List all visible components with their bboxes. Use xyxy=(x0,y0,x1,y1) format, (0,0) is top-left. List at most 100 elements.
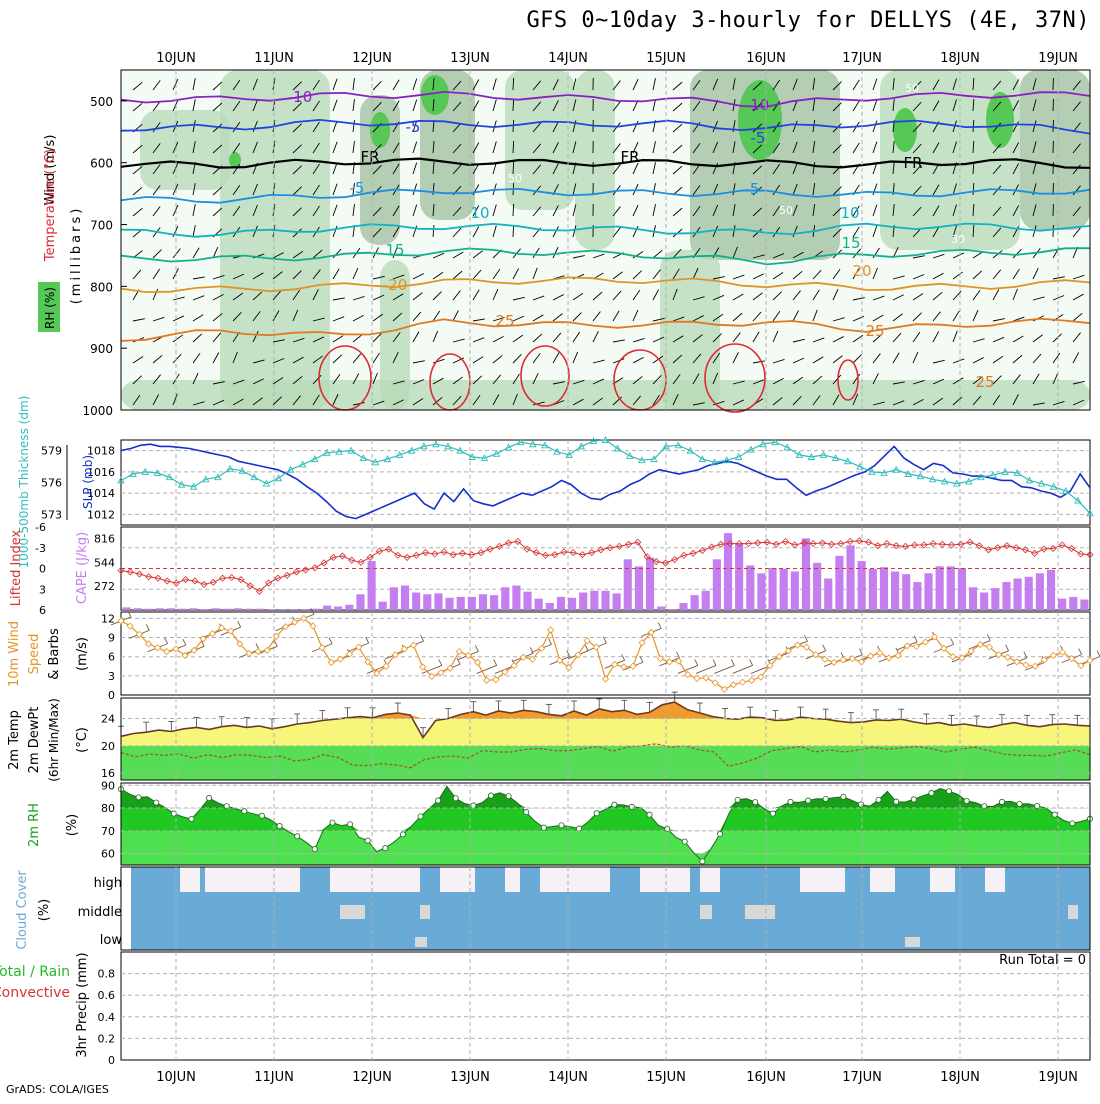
contour-label-11: 15 xyxy=(385,241,404,259)
cape-bar xyxy=(835,556,843,610)
surface-wind-barb-flag xyxy=(804,635,807,641)
ylabel-cape: CAPE (J/kg) xyxy=(75,532,90,604)
cape-bar xyxy=(713,559,721,610)
surface-wind-barb-flag xyxy=(823,645,826,651)
thick-tick-576: 576 xyxy=(41,477,62,490)
cape-bar xyxy=(123,607,131,610)
rh-tick-80: 80 xyxy=(101,802,115,815)
contour-label-13: -20 xyxy=(383,276,408,294)
wind-speed-marker xyxy=(868,653,874,659)
ylabel-2m-dewpt: 2m DewPt xyxy=(27,707,42,774)
rh-marker xyxy=(189,816,194,821)
cape-bar xyxy=(1069,597,1077,610)
rh-marker xyxy=(383,846,388,851)
cloud-high-clear-7 xyxy=(670,867,690,892)
date-label-bottom-6: 16JUN xyxy=(746,1070,786,1085)
date-label-bottom-9: 19JUN xyxy=(1038,1070,1078,1085)
cape-bar xyxy=(200,609,208,610)
wind-speed-marker xyxy=(164,649,170,655)
wind-speed-marker xyxy=(603,676,609,682)
cape-bar xyxy=(189,608,197,610)
wind-speed-marker xyxy=(319,645,325,651)
pressure-tick-800: 800 xyxy=(90,280,113,294)
contour-label-12: 15 xyxy=(841,234,860,252)
rh-contour-label-4: 50 xyxy=(779,204,793,217)
ylabel-convective: Convective xyxy=(0,985,70,1001)
date-label-bottom-8: 18JUN xyxy=(940,1070,980,1085)
cape-bar xyxy=(824,579,832,610)
rh-marker xyxy=(946,789,951,794)
cape-bar xyxy=(657,607,665,610)
surface-wind-barb-flag xyxy=(274,640,277,646)
cape-bar xyxy=(902,574,910,610)
rh-marker xyxy=(612,802,617,807)
cape-bar xyxy=(947,566,955,610)
cape-bar xyxy=(145,609,153,610)
cape-bar xyxy=(423,594,431,610)
li-tick--6: -6 xyxy=(35,521,46,534)
cape-bar xyxy=(535,599,543,610)
rh-marker xyxy=(999,799,1004,804)
rh-marker xyxy=(700,859,705,864)
wind-speed-marker xyxy=(794,642,800,648)
cape-bar xyxy=(791,572,799,610)
cloud-high-clear-0 xyxy=(180,867,200,892)
cape-bar xyxy=(267,609,275,610)
cape-bar xyxy=(936,566,944,610)
cape-bar xyxy=(590,591,598,610)
precip-tick-0: 0 xyxy=(108,1054,115,1067)
contour-label-10: 10 xyxy=(840,204,859,222)
pressure-tick-1000: 1000 xyxy=(82,404,113,418)
rh-high-blob-1 xyxy=(370,112,390,148)
ylabel-cloud-units: (%) xyxy=(37,899,52,922)
wind-speed-marker xyxy=(666,659,672,665)
pressure-tick-500: 500 xyxy=(90,95,113,109)
date-label-top-6: 16JUN xyxy=(746,51,786,66)
rh-marker xyxy=(911,797,916,802)
wind-speed-marker xyxy=(484,677,490,683)
rh-marker xyxy=(206,795,211,800)
ylabel-speed: Speed xyxy=(27,634,42,675)
wind-speed-marker xyxy=(447,665,453,671)
cape-bar xyxy=(1036,573,1044,610)
cloud-mid-gray-4 xyxy=(1068,905,1078,919)
cape-bar xyxy=(568,598,576,610)
chart-title: GFS 0~10day 3-hourly for DELLYS (4E, 37N… xyxy=(526,8,1090,33)
surface-wind-barb-flag xyxy=(695,659,698,665)
wind-speed-marker xyxy=(630,663,636,669)
cape-bar xyxy=(880,567,888,610)
cloud-high-clear-11 xyxy=(930,867,955,892)
rh-marker xyxy=(400,832,405,837)
upper-wind-barb xyxy=(513,204,514,216)
cape-bar xyxy=(1002,582,1010,610)
cape-bar xyxy=(557,597,565,610)
cape-bar xyxy=(167,608,175,610)
rh-marker xyxy=(770,811,775,816)
wind-speed-marker xyxy=(694,675,700,681)
surface-wind-barb-flag xyxy=(439,659,442,665)
cape-bar xyxy=(501,587,509,610)
rh-marker xyxy=(929,790,934,795)
slp-frame xyxy=(121,440,1090,525)
cloud-low-gray-1 xyxy=(905,937,920,947)
rh-marker xyxy=(471,803,476,808)
date-label-top-3: 13JUN xyxy=(450,51,490,66)
cape-bar xyxy=(869,569,877,610)
cape-bar xyxy=(735,544,743,610)
rh-marker xyxy=(242,809,247,814)
cape-bar xyxy=(1014,579,1022,610)
contour-label-4: FR xyxy=(360,148,379,166)
cape-bar xyxy=(312,609,320,610)
ylabel-cloud-cover: Cloud Cover xyxy=(15,870,30,950)
rh-marker xyxy=(753,800,758,805)
rh-contour-label-0: 50 xyxy=(905,82,919,95)
thick-tick-579: 579 xyxy=(41,445,62,458)
cape-bar xyxy=(1047,570,1055,610)
surface-wind-barb-flag xyxy=(750,659,753,665)
wind-speed-marker xyxy=(877,650,883,656)
surface-wind-barb-flag xyxy=(494,659,497,665)
rh-marker xyxy=(136,795,141,800)
cloud-mid-gray-2 xyxy=(700,905,712,919)
rh-marker xyxy=(330,820,335,825)
